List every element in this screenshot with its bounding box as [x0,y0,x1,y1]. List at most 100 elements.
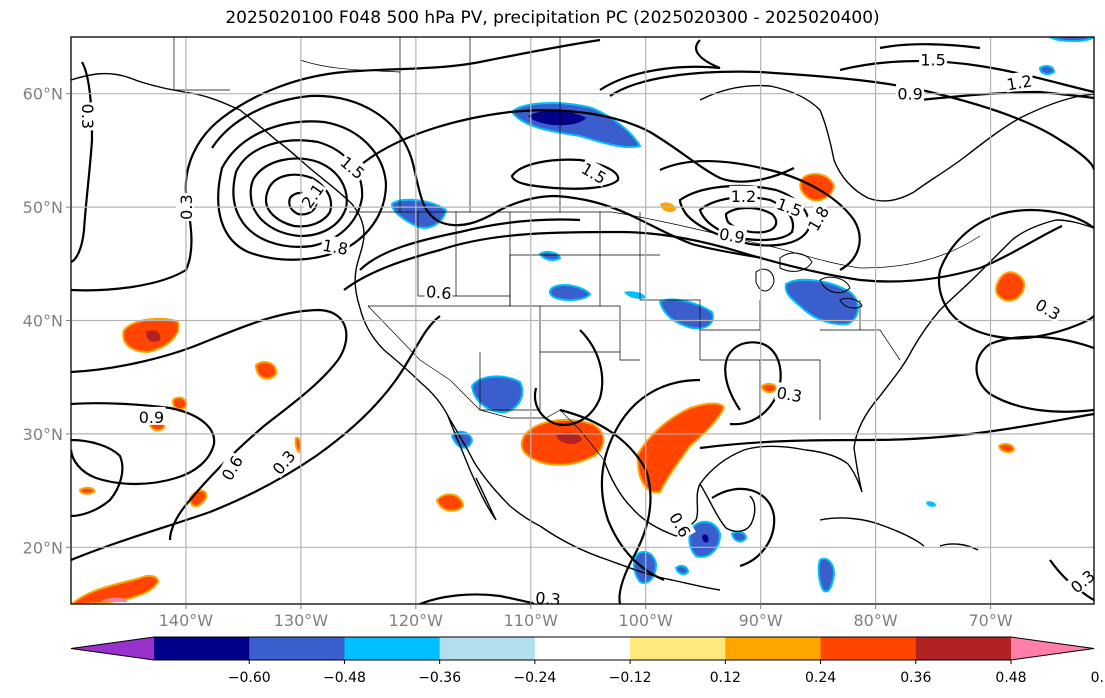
colorbar-tick-label: 0.12 [710,670,741,686]
contour-label-bg [896,83,925,102]
coastline-yucatan [699,483,756,533]
province-line [299,59,401,73]
contour-label: 1.5 [919,49,948,70]
precip-pos-area [78,486,96,495]
contour-label-bg [266,445,299,479]
pv-contour [71,61,94,264]
contour-label-bg [424,280,454,302]
precip-neg-core [702,534,709,543]
precip-neg-area [926,501,936,507]
colorbar-outline [70,636,1095,661]
pv-contour [724,341,782,426]
contour-label-bg [919,49,948,68]
lon-tick-label: 130°W [274,611,329,630]
coastline-atlantic [879,219,1094,397]
precip-negative-areas [390,37,1094,593]
precip-pos-area [995,271,1026,302]
pv-contour [71,438,124,518]
contour-label: 0.9 [716,223,748,248]
precip-neg-area [784,278,859,326]
pv-contour [71,315,441,562]
contour-label-bg [216,450,246,485]
us-canada-border-east [611,211,981,269]
contour-label-text: 0.3 [78,104,97,129]
pv-contour [600,378,701,582]
state-line [820,329,901,361]
pv-contour [919,90,1094,102]
colorbar-tick-label: 0.36 [900,670,931,686]
contour-label-bg [80,102,99,131]
colorbar-tick-label: −0.48 [323,670,366,686]
lon-tick-label: 140°W [159,611,214,630]
contour-label: 0.3 [78,102,99,131]
precip-neg-area [658,298,714,330]
contour-label: 0.3 [774,381,805,406]
contour-label-bg [533,587,563,604]
contour-label-text: 1.2 [731,187,756,206]
precip-pos-area [294,436,302,454]
contour-label: 1.2 [1003,70,1035,94]
colorbar-segment [820,637,917,660]
pv-contour [839,59,1094,94]
precip-neg-area [1048,37,1094,42]
colorbar-tick-label: 0.24 [805,670,836,686]
contour-label-bg [296,178,327,212]
lon-tick-label: 70°W [968,611,1012,630]
contour-label: 0.9 [137,406,166,427]
precip-neg-core [528,110,586,126]
pv-contour [71,402,216,486]
precip-neg-area [817,557,836,593]
colorbar-segment [439,637,536,660]
contour-label: 0.3 [533,587,563,604]
contour-label-bg [729,185,758,204]
colorbar-tick-label: −0.36 [418,670,461,686]
contour-label-bg [802,201,833,235]
pv-contour [264,173,333,228]
contour-label-text: 1.2 [1005,71,1033,94]
contour-label-bg [773,192,806,220]
pv-contour [211,94,763,260]
colorbar-segment [630,637,726,660]
contour-label-bg [716,223,748,246]
contour-label-bg [1065,564,1094,597]
coastline-cuba [819,517,925,547]
pv-contour [975,335,1094,413]
pv-contour [232,139,364,248]
precip-neg-area [624,291,646,299]
colorbar-tick-label: 0.60 [1091,670,1105,686]
pv-contour [659,159,861,271]
precip-neg-area [1038,64,1056,76]
lat-tick-label: 30°N [23,425,63,444]
colorbar-segment [344,637,441,660]
colorbar: −0.60 −0.48 −0.36 −0.24 −0.12 0.12 0.24 0.36 0.4… [70,636,1105,686]
precip-neg-area [632,550,658,584]
lon-tick-label: 100°W [619,611,674,630]
precip-neg-area [674,564,690,576]
contour-label-bg [1031,293,1066,324]
lat-tick-label: 60°N [23,85,63,104]
colorbar-tick-label: 0.48 [995,670,1026,686]
precip-pos-area [636,402,726,494]
state-line [760,359,821,420]
contour-label-text: 0.9 [139,408,164,427]
lat-tick-label: 20°N [23,538,63,557]
state-line [509,212,541,410]
contour-label-text: 0.3 [775,383,803,406]
pv-contour [699,412,1094,450]
colorbar-tick-label: −0.24 [513,670,556,686]
contour-label-bg [774,381,805,405]
pv-contour [217,120,388,261]
pv-contour [361,109,795,183]
pv-contour [343,224,1063,291]
precip-pos-core [146,330,161,342]
colorbar-extend-high [1011,637,1094,660]
map-panel: 0.30.31.52.11.81.51.50.9 1.21.2 1.5 1.80.90… [71,37,1094,604]
colorbar-segment [725,637,822,660]
contour-label-bg [175,193,194,222]
political-boundaries [173,37,981,461]
contour-label-text: 1.5 [920,51,945,70]
pv-contour [510,158,620,190]
contour-label: 0.3 [175,193,196,222]
precip-neg-area [548,284,592,302]
pv-contour [559,408,652,604]
